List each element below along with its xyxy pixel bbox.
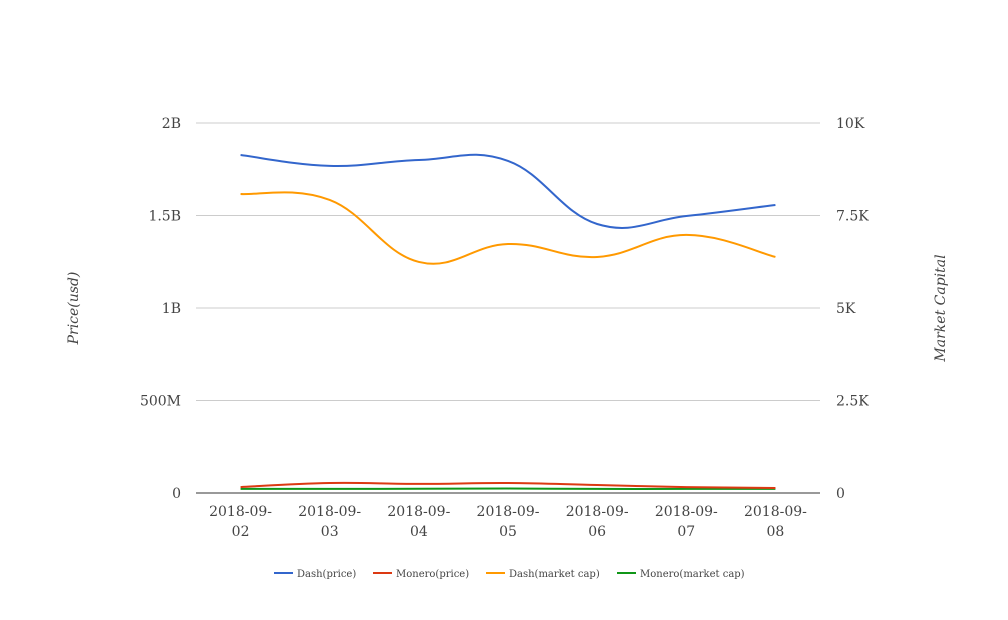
x-tick-label: 2018-09-05: [477, 504, 540, 540]
y-axis-label: Price(usd): [66, 272, 82, 346]
legend-label: Dash(market cap): [509, 569, 600, 580]
x-tick-label: 2018-09-06: [566, 504, 629, 540]
y2-tick-label: 7.5K: [836, 209, 869, 225]
legend: Dash(price) Monero(price) Dash(market cap)…: [274, 569, 745, 580]
series-line-dash-price: [241, 155, 776, 228]
legend-item[interactable]: Dash(price): [274, 569, 356, 580]
y-tick-label: 0: [172, 486, 181, 502]
series-line-dash-market-cap: [241, 192, 776, 263]
y-tick-label: 1.5B: [148, 209, 181, 225]
legend-item[interactable]: Dash(market cap): [486, 569, 600, 580]
y-tick-label: 2B: [162, 116, 181, 132]
y2-tick-label: 10K: [836, 116, 865, 132]
y2-axis-label: Market Capital: [933, 254, 949, 362]
legend-label: Monero(price): [396, 569, 469, 580]
x-tick-label: 2018-09-07: [655, 504, 718, 540]
y2-tick-label: 5K: [836, 301, 856, 317]
legend-label: Dash(price): [297, 569, 356, 580]
legend-label: Monero(market cap): [640, 569, 745, 580]
legend-item[interactable]: Monero(market cap): [617, 569, 745, 580]
y2-tick-label: 2.5K: [836, 394, 869, 410]
x-tick-label: 2018-09-03: [298, 504, 361, 540]
y-tick-label: 500M: [140, 394, 181, 410]
legend-item[interactable]: Monero(price): [373, 569, 469, 580]
x-tick-label: 2018-09-08: [744, 504, 807, 540]
series-line-monero-price: [241, 483, 776, 488]
y-tick-label: 1B: [162, 301, 181, 317]
x-tick-label: 2018-09-04: [387, 504, 450, 540]
y2-tick-label: 0: [836, 486, 845, 502]
x-tick-label: 2018-09-02: [209, 504, 272, 540]
